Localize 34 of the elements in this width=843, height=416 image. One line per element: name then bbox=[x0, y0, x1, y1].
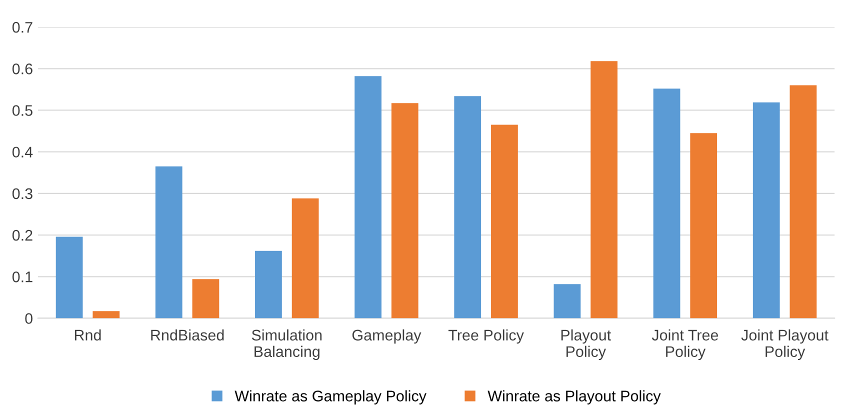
bar bbox=[354, 76, 382, 318]
x-tick-label: Simulation Balancing bbox=[252, 329, 322, 360]
bar bbox=[590, 61, 618, 318]
y-tick-label: 0.4 bbox=[12, 146, 33, 158]
x-tick-label: RndBiased bbox=[151, 329, 224, 341]
bar bbox=[391, 103, 418, 318]
x-tick-label: Gameplay bbox=[352, 329, 422, 344]
bar bbox=[292, 198, 319, 318]
bar bbox=[255, 250, 282, 318]
y-tick-label: 0.5 bbox=[12, 105, 32, 116]
y-tick-label: 0.1 bbox=[12, 272, 32, 282]
x-tick-label: Playout Policy bbox=[561, 329, 611, 360]
x-tick-label: Joint Tree Policy bbox=[652, 329, 718, 360]
x-tick-label: Tree Policy bbox=[448, 329, 524, 344]
bar bbox=[752, 102, 780, 318]
legend-label: Winrate as Playout Policy bbox=[488, 390, 661, 404]
y-tick-label: 0.7 bbox=[12, 22, 32, 33]
y-tick-label: 0 bbox=[25, 313, 32, 324]
bar bbox=[192, 279, 220, 318]
bar bbox=[653, 88, 680, 318]
bar bbox=[554, 284, 581, 318]
bar bbox=[454, 96, 482, 318]
x-tick-label: Rnd bbox=[74, 329, 101, 341]
x-tick-label: Joint Playout Policy bbox=[741, 329, 828, 360]
y-tick-label: 0.2 bbox=[12, 230, 32, 241]
legend-label: Winrate as Gameplay Policy bbox=[234, 390, 426, 404]
bar bbox=[56, 236, 83, 318]
bar bbox=[690, 133, 718, 318]
bar bbox=[92, 311, 120, 318]
bar bbox=[491, 124, 518, 318]
bar bbox=[155, 166, 182, 318]
y-tick-label: 0.6 bbox=[12, 64, 32, 74]
y-tick-label: 0.3 bbox=[12, 188, 32, 200]
bar bbox=[790, 85, 817, 318]
